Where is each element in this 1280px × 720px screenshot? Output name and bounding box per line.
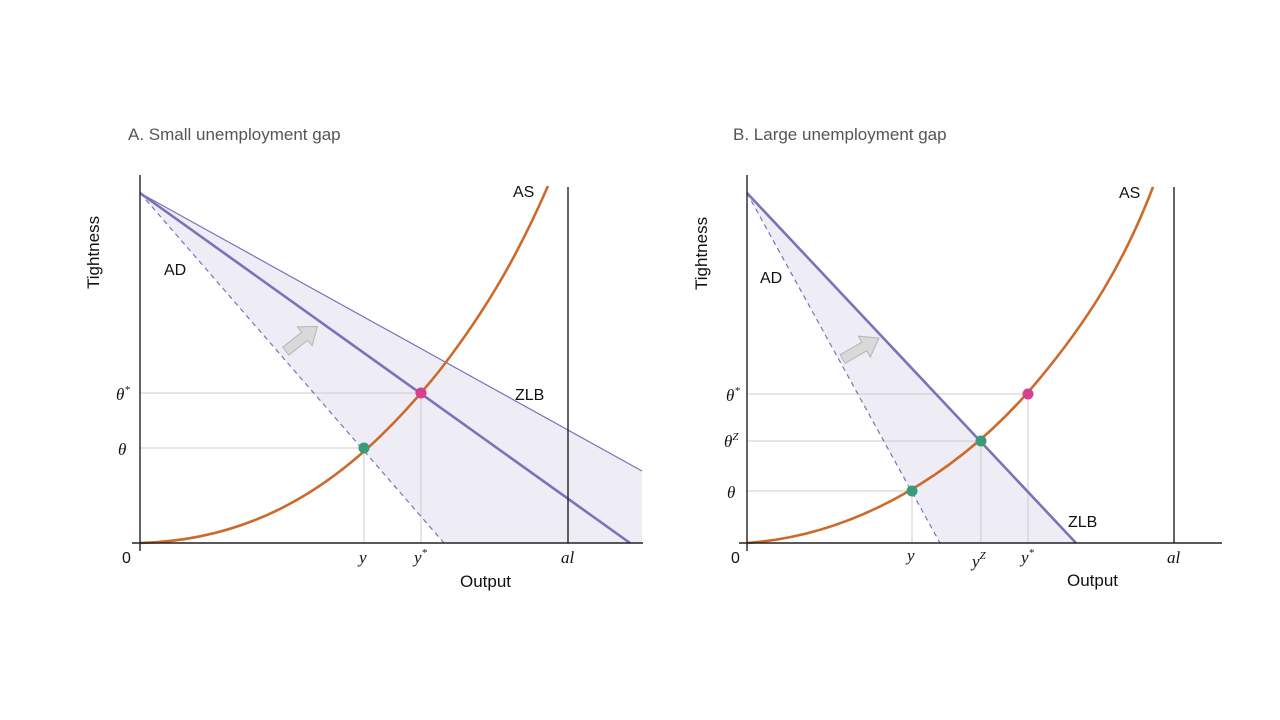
panel-a-zlb-label: ZLB (515, 387, 544, 404)
panel-a-tick-theta-star-base: θ (116, 385, 124, 404)
panel-b-as-label: AS (1119, 185, 1140, 202)
panel-b-point-zlb-eq (975, 435, 987, 447)
panel-a-tick-y-star-sup: * (422, 547, 428, 559)
panel-b-tick-y-z: yZ (970, 550, 987, 571)
panel-a-tick-al: al (561, 548, 575, 567)
panel-a-shift-arrow-shape (282, 325, 318, 356)
panel-a-shift-arrow-icon (282, 325, 318, 356)
panel-a-as-label: AS (513, 184, 534, 201)
panel-b-tick-theta: θ (727, 483, 735, 502)
panel-a-ad-shifted-line (139, 191, 631, 545)
panel-b-shift-arrow-shape (839, 335, 880, 365)
panel-b-tick-y-z-sup: Z (980, 550, 987, 562)
panel-b-zlb-label: ZLB (1068, 514, 1097, 531)
panel-b: B. Large unemployment gap AS AD (692, 125, 1222, 590)
panel-b-origin-label: 0 (731, 550, 740, 567)
panel-b-y-title: Tightness (692, 217, 711, 290)
panel-b-point-star (1022, 388, 1034, 400)
panel-b-tick-y-star-base: y (1019, 548, 1029, 567)
panel-b-tick-theta-z-base: θ (724, 432, 732, 451)
panel-b-x-title: Output (1067, 571, 1118, 590)
panel-b-tick-theta-star: θ* (726, 385, 740, 405)
panel-b-tick-theta-star-base: θ (726, 386, 734, 405)
panel-a-shaded-region (140, 193, 642, 543)
panel-b-shift-arrow-icon (839, 335, 880, 365)
panel-b-point-eq (906, 485, 918, 497)
panel-a-y-title: Tightness (84, 216, 103, 289)
panel-b-tick-y: y (905, 546, 915, 565)
panel-a-point-eq (358, 442, 370, 454)
panel-b-tick-theta-z: θZ (724, 431, 739, 451)
panel-a-tick-y: y (357, 548, 367, 567)
panel-b-tick-theta-z-sup: Z (732, 431, 739, 443)
panel-b-tick-theta-star-sup: * (734, 385, 740, 397)
panel-b-tick-y-z-base: y (970, 552, 980, 571)
panel-a-tick-theta-star: θ* (116, 384, 130, 404)
panel-a-zlb-line (139, 192, 643, 472)
panel-a-x-title: Output (460, 572, 511, 591)
panel-b-title: B. Large unemployment gap (733, 125, 947, 144)
panel-a: A. Small unemployment gap AS AD ZLB (84, 125, 643, 591)
panel-b-tick-y-star: y* (1019, 547, 1035, 567)
panel-b-ad-label: AD (760, 270, 782, 287)
panel-a-title: A. Small unemployment gap (128, 125, 341, 144)
panel-a-tick-theta: θ (118, 440, 126, 459)
panel-a-tick-y-star: y* (412, 547, 428, 567)
panel-a-point-star (415, 387, 427, 399)
panel-a-tick-y-star-base: y (412, 548, 422, 567)
panel-a-origin-label: 0 (122, 550, 131, 567)
panel-b-ad-shifted-line (746, 192, 1077, 544)
panel-b-ad-dashed-line (746, 192, 941, 544)
panel-a-ad-label: AD (164, 262, 186, 279)
panel-b-tick-al: al (1167, 548, 1181, 567)
panel-a-tick-theta-star-sup: * (124, 384, 130, 396)
panel-b-tick-y-star-sup: * (1029, 547, 1035, 559)
